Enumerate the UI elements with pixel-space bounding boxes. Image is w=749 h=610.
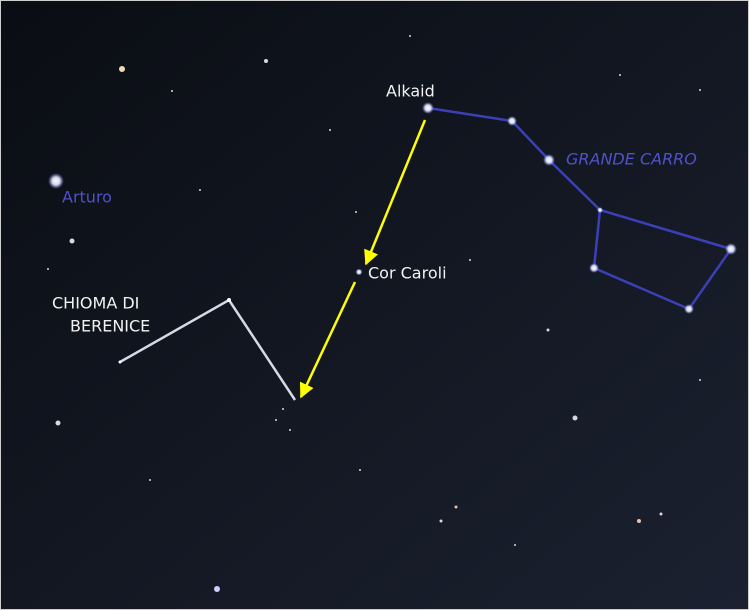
- pointer-arrow: [364, 119, 427, 266]
- bright-stars: [48, 102, 737, 364]
- background-stars: [47, 35, 701, 592]
- star-label: Arturo: [62, 188, 112, 207]
- star-label: Cor Caroli: [368, 264, 447, 283]
- pointer-arrow: [299, 281, 357, 399]
- star-label: Alkaid: [386, 82, 435, 101]
- big-dipper-lines: [427, 106, 734, 311]
- constellation-label: GRANDE CARRO: [566, 150, 697, 169]
- constellation-label: CHIOMA DI: [52, 294, 139, 313]
- constellation-label: BERENICE: [70, 317, 150, 336]
